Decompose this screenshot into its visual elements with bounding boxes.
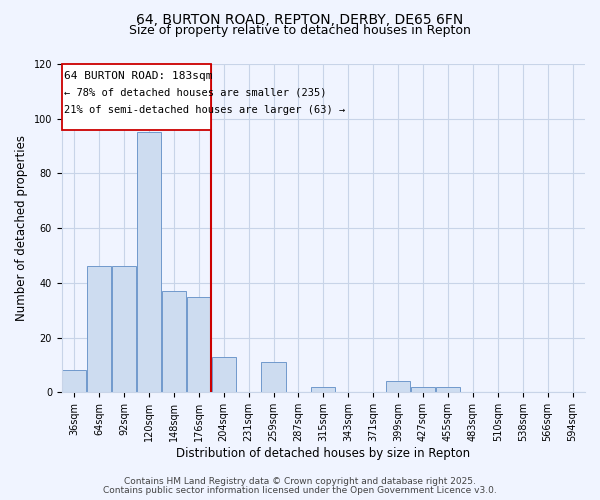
- Text: 64 BURTON ROAD: 183sqm: 64 BURTON ROAD: 183sqm: [64, 71, 213, 81]
- Text: 64, BURTON ROAD, REPTON, DERBY, DE65 6FN: 64, BURTON ROAD, REPTON, DERBY, DE65 6FN: [136, 12, 464, 26]
- Bar: [386, 382, 410, 392]
- X-axis label: Distribution of detached houses by size in Repton: Distribution of detached houses by size …: [176, 447, 470, 460]
- Bar: [187, 296, 211, 392]
- Text: ← 78% of detached houses are smaller (235): ← 78% of detached houses are smaller (23…: [64, 88, 327, 98]
- FancyBboxPatch shape: [62, 64, 211, 130]
- Bar: [112, 266, 136, 392]
- Bar: [87, 266, 111, 392]
- Y-axis label: Number of detached properties: Number of detached properties: [15, 135, 28, 321]
- Bar: [162, 291, 186, 392]
- Bar: [137, 132, 161, 392]
- Text: Contains HM Land Registry data © Crown copyright and database right 2025.: Contains HM Land Registry data © Crown c…: [124, 477, 476, 486]
- Text: Contains public sector information licensed under the Open Government Licence v3: Contains public sector information licen…: [103, 486, 497, 495]
- Bar: [62, 370, 86, 392]
- Text: 21% of semi-detached houses are larger (63) →: 21% of semi-detached houses are larger (…: [64, 105, 346, 115]
- Bar: [411, 387, 435, 392]
- Text: Size of property relative to detached houses in Repton: Size of property relative to detached ho…: [129, 24, 471, 37]
- Bar: [262, 362, 286, 392]
- Bar: [436, 387, 460, 392]
- Bar: [311, 387, 335, 392]
- Bar: [212, 357, 236, 392]
